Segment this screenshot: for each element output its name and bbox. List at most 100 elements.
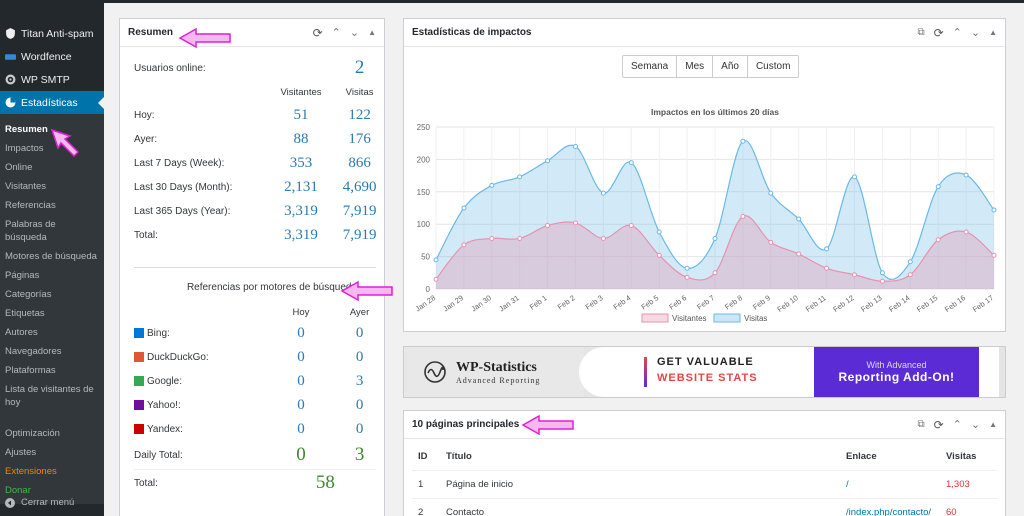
sidebar-subitem[interactable]: Motores de búsqueda — [5, 251, 97, 262]
sidebar-subitem[interactable]: Categorías — [5, 289, 52, 300]
stat-visitors[interactable]: 3,319 — [284, 226, 318, 243]
engine-today[interactable]: 0 — [297, 324, 305, 341]
chevron-down-icon[interactable]: ⌄ — [970, 419, 981, 431]
external-link-icon[interactable]: ⧉ — [917, 27, 925, 38]
stat-visits[interactable]: 7,919 — [342, 226, 377, 243]
data-point — [712, 235, 718, 241]
sidebar-subitem[interactable]: Navegadores — [5, 346, 62, 357]
chevron-up-icon[interactable]: ⌃ — [952, 419, 962, 431]
engine-label: DuckDuckGo: — [120, 352, 267, 363]
col-id: ID — [412, 443, 440, 471]
engine-today[interactable]: 0 — [297, 372, 305, 389]
table-row: 1 Página de inicio / 1,303 — [412, 470, 997, 499]
tab-mes[interactable]: Mes — [677, 56, 714, 77]
toggle-icon[interactable]: ▲ — [989, 28, 997, 37]
sidebar-item-titan[interactable]: Titan Anti-spam — [0, 22, 104, 45]
engine-today[interactable]: 0 — [297, 348, 305, 365]
engine-yesterday[interactable]: 0 — [355, 396, 364, 413]
sidebar-subitem[interactable]: Referencias — [5, 200, 56, 211]
sidebar-subitem[interactable]: Palabras de búsqueda — [5, 219, 56, 243]
chevron-down-icon[interactable]: ⌄ — [349, 27, 360, 39]
ad-banner[interactable]: WP-Statistics Advanced Reporting GET VAL… — [403, 346, 1006, 398]
chevron-down-icon[interactable]: ⌄ — [970, 27, 981, 39]
stat-label: Last 365 Days (Year): — [134, 205, 231, 217]
col-visits: Visitas — [940, 443, 997, 471]
collapse-menu-button[interactable]: Cerrar menú — [0, 497, 74, 508]
sidebar-subitem[interactable]: Páginas — [5, 270, 40, 281]
sidebar-item-label: Estadísticas — [21, 96, 78, 109]
sidebar-subitem[interactable]: Autores — [5, 327, 38, 338]
stat-visitors[interactable]: 51 — [293, 106, 309, 123]
refresh-icon[interactable]: ⟳ — [933, 25, 944, 40]
x-tick-label: Feb 6 — [667, 293, 688, 311]
stat-visits[interactable]: 866 — [348, 154, 371, 171]
sidebar-subitem[interactable]: Donar — [5, 485, 31, 496]
engine-yesterday[interactable]: 0 — [355, 348, 364, 365]
x-tick-label: Jan 29 — [441, 293, 465, 313]
stat-visits[interactable]: 176 — [348, 130, 371, 147]
external-link-icon[interactable]: ⧉ — [917, 419, 925, 430]
stat-row: Last 365 Days (Year): 3,319 7,919 — [120, 199, 384, 223]
stat-visits[interactable]: 4,690 — [342, 178, 377, 195]
tab-custom[interactable]: Custom — [755, 61, 791, 72]
sidebar-subitem[interactable]: Optimización — [5, 428, 60, 439]
impacts-chart: Impactos en los últimos 20 días 0 50 100 150… — [414, 107, 997, 323]
tab-semana[interactable]: Semana — [623, 56, 678, 77]
x-tick-label: Feb 5 — [639, 293, 660, 311]
sidebar-subitem[interactable]: Resumen — [5, 124, 48, 135]
sidebar-subitem[interactable]: Impactos — [5, 143, 44, 154]
stat-visitors[interactable]: 353 — [289, 154, 313, 171]
chevron-up-icon[interactable]: ⌃ — [331, 27, 341, 39]
cell-link[interactable]: / — [840, 470, 940, 499]
engine-today[interactable]: 0 — [297, 396, 305, 413]
engine-today[interactable]: 0 — [297, 420, 305, 437]
y-tick-label: 100 — [417, 220, 431, 229]
refresh-icon[interactable]: ⟳ — [312, 25, 323, 40]
sidebar-item-estadisticas[interactable]: Estadísticas — [0, 91, 104, 114]
data-point — [489, 235, 495, 241]
impactos-box: Estadísticas de impactos ⧉ ⟳ ⌃ ⌄ ▲ Seman… — [403, 18, 1006, 332]
stat-visits[interactable]: 7,919 — [342, 202, 377, 219]
sidebar-subitem[interactable]: Lista de visitantes de hoy — [5, 384, 94, 408]
stat-visits[interactable]: 122 — [348, 106, 371, 123]
engine-label: Yahoo!: — [120, 400, 267, 411]
col-visitors: Visitantes — [280, 86, 322, 98]
tab-ano[interactable]: Año — [713, 56, 748, 77]
stat-visitors[interactable]: 3,319 — [284, 202, 318, 219]
data-point — [656, 252, 662, 258]
sidebar-item-wpsmtp[interactable]: WP SMTP — [0, 68, 104, 91]
sidebar-gap — [0, 412, 104, 424]
resumen-title: Resumen — [128, 27, 174, 38]
cell-link[interactable]: /index.php/contacto/ — [840, 498, 940, 516]
engine-name: DuckDuckGo: — [147, 351, 209, 363]
stat-visitors[interactable]: 88 — [293, 130, 309, 147]
sidebar-item-wordfence[interactable]: Wordfence — [0, 45, 104, 68]
data-point — [433, 276, 439, 282]
chevron-up-icon[interactable]: ⌃ — [952, 27, 962, 39]
ad-cta[interactable]: With Advanced Reporting Add-On! — [814, 347, 979, 397]
total-label: Total: — [134, 477, 158, 489]
engine-label: Google: — [120, 376, 267, 387]
engine-yesterday[interactable]: 0 — [355, 324, 364, 341]
sidebar-subitem[interactable]: Extensiones — [5, 466, 57, 477]
engine-name: Yahoo!: — [147, 399, 181, 411]
stat-visitors[interactable]: 2,131 — [284, 178, 318, 195]
toggle-icon[interactable]: ▲ — [368, 28, 376, 37]
search-engine-icon — [134, 327, 144, 338]
sidebar-subitem[interactable]: Visitantes — [5, 181, 47, 192]
sidebar-subitem[interactable]: Online — [5, 162, 33, 173]
data-point — [879, 278, 885, 284]
engine-yesterday[interactable]: 3 — [355, 372, 364, 389]
toggle-icon[interactable]: ▲ — [989, 420, 997, 429]
y-tick-label: 150 — [417, 188, 431, 197]
engine-yesterday[interactable]: 0 — [355, 420, 364, 437]
refresh-icon[interactable]: ⟳ — [933, 417, 944, 432]
engine-name: Bing: — [147, 327, 170, 339]
col-title: Título — [440, 443, 840, 471]
sidebar-subitem[interactable]: Ajustes — [5, 447, 37, 458]
sidebar-item-label: Wordfence — [21, 50, 72, 63]
sidebar-subitem[interactable]: Etiquetas — [5, 308, 45, 319]
engine-row: Yandex: 0 0 — [120, 417, 384, 441]
sidebar-subitem[interactable]: Plataformas — [5, 365, 56, 376]
impactos-header: Estadísticas de impactos ⧉ ⟳ ⌃ ⌄ ▲ — [404, 19, 1005, 47]
